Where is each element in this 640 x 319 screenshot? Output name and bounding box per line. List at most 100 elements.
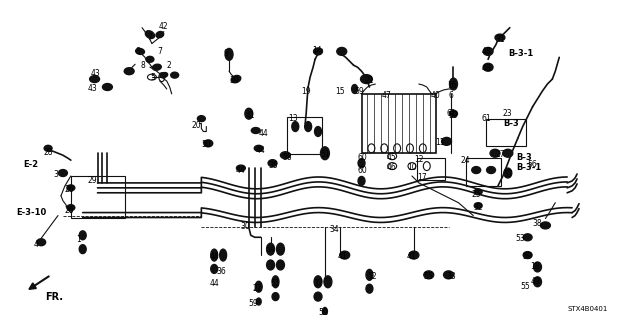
Text: 11: 11 xyxy=(436,138,445,147)
Text: E-2: E-2 xyxy=(24,160,38,169)
Ellipse shape xyxy=(472,167,481,174)
Ellipse shape xyxy=(358,176,365,185)
Ellipse shape xyxy=(245,108,253,119)
Ellipse shape xyxy=(102,84,113,91)
Text: 24: 24 xyxy=(460,156,470,165)
Text: 6: 6 xyxy=(449,91,453,100)
Ellipse shape xyxy=(255,281,262,292)
Text: 58: 58 xyxy=(282,153,292,162)
Bar xyxy=(287,117,322,154)
Ellipse shape xyxy=(449,78,458,90)
Ellipse shape xyxy=(204,140,212,147)
Ellipse shape xyxy=(490,149,500,157)
Ellipse shape xyxy=(534,262,541,272)
Text: 60: 60 xyxy=(358,153,367,162)
Text: 2: 2 xyxy=(167,61,172,70)
Ellipse shape xyxy=(305,122,312,131)
Text: 22: 22 xyxy=(253,284,262,293)
Ellipse shape xyxy=(483,63,493,71)
Text: 44: 44 xyxy=(236,166,246,175)
Text: 55: 55 xyxy=(424,272,433,281)
Ellipse shape xyxy=(523,252,532,258)
Ellipse shape xyxy=(314,48,323,55)
Text: 40: 40 xyxy=(431,91,440,100)
Text: 32: 32 xyxy=(473,203,483,212)
Text: 9: 9 xyxy=(223,49,228,58)
Text: 56: 56 xyxy=(527,160,538,169)
Text: 60: 60 xyxy=(358,166,367,175)
Bar xyxy=(486,119,525,146)
Text: 23: 23 xyxy=(503,109,513,118)
Ellipse shape xyxy=(360,75,372,84)
Ellipse shape xyxy=(44,145,52,151)
Text: FR.: FR. xyxy=(45,292,63,302)
Text: 28: 28 xyxy=(43,148,52,157)
Text: 52: 52 xyxy=(367,272,377,281)
Ellipse shape xyxy=(272,276,279,288)
Ellipse shape xyxy=(483,48,493,56)
Text: B-3-1: B-3-1 xyxy=(508,49,533,58)
Text: 38: 38 xyxy=(532,219,542,228)
Text: B-3: B-3 xyxy=(516,153,531,162)
Text: 54: 54 xyxy=(266,245,275,254)
Text: 48: 48 xyxy=(481,64,491,73)
Ellipse shape xyxy=(276,243,284,255)
Text: 39: 39 xyxy=(229,76,239,85)
Text: 26: 26 xyxy=(65,206,74,215)
Ellipse shape xyxy=(36,239,45,246)
Text: 1: 1 xyxy=(76,235,81,244)
Text: 55: 55 xyxy=(521,282,531,291)
Ellipse shape xyxy=(124,68,134,75)
Text: 59: 59 xyxy=(249,299,259,308)
Ellipse shape xyxy=(280,152,291,159)
Ellipse shape xyxy=(58,170,67,176)
Text: 59: 59 xyxy=(449,111,458,120)
Ellipse shape xyxy=(323,308,328,315)
Text: 15: 15 xyxy=(335,87,344,96)
Text: 34: 34 xyxy=(330,226,340,234)
Text: 33: 33 xyxy=(447,272,456,281)
Text: 25: 25 xyxy=(471,190,481,199)
Text: 53: 53 xyxy=(516,234,525,243)
Ellipse shape xyxy=(267,243,275,255)
Text: 16: 16 xyxy=(447,81,457,90)
Text: 51: 51 xyxy=(271,279,280,288)
Ellipse shape xyxy=(236,165,245,171)
Text: 50: 50 xyxy=(202,140,211,149)
Text: 21: 21 xyxy=(365,76,374,85)
Text: B-3-1: B-3-1 xyxy=(516,163,541,172)
Ellipse shape xyxy=(220,249,227,261)
Text: 20: 20 xyxy=(191,121,201,130)
Ellipse shape xyxy=(444,271,454,279)
Ellipse shape xyxy=(366,284,373,293)
Ellipse shape xyxy=(315,127,321,137)
Ellipse shape xyxy=(474,189,482,195)
Ellipse shape xyxy=(474,203,482,209)
Ellipse shape xyxy=(340,251,349,259)
Text: 3: 3 xyxy=(53,170,58,179)
Ellipse shape xyxy=(449,110,458,117)
Text: E-3-10: E-3-10 xyxy=(17,208,47,217)
Ellipse shape xyxy=(503,149,513,157)
Ellipse shape xyxy=(358,159,365,167)
Text: 19: 19 xyxy=(301,87,311,96)
Ellipse shape xyxy=(486,167,495,174)
Ellipse shape xyxy=(324,276,332,288)
Ellipse shape xyxy=(171,72,179,78)
Bar xyxy=(467,158,501,186)
Ellipse shape xyxy=(272,293,279,300)
Text: 8: 8 xyxy=(140,61,145,70)
Ellipse shape xyxy=(267,260,275,270)
Ellipse shape xyxy=(136,48,145,55)
Text: 36: 36 xyxy=(216,267,226,276)
Text: 4: 4 xyxy=(33,240,38,249)
Text: 27: 27 xyxy=(496,150,506,159)
Ellipse shape xyxy=(495,34,505,41)
Text: 12: 12 xyxy=(414,155,424,164)
Ellipse shape xyxy=(268,160,277,167)
Text: 48: 48 xyxy=(481,48,491,56)
Text: 42: 42 xyxy=(159,22,168,31)
Text: 7: 7 xyxy=(157,48,162,56)
Text: 44: 44 xyxy=(259,129,268,137)
Ellipse shape xyxy=(252,128,260,133)
